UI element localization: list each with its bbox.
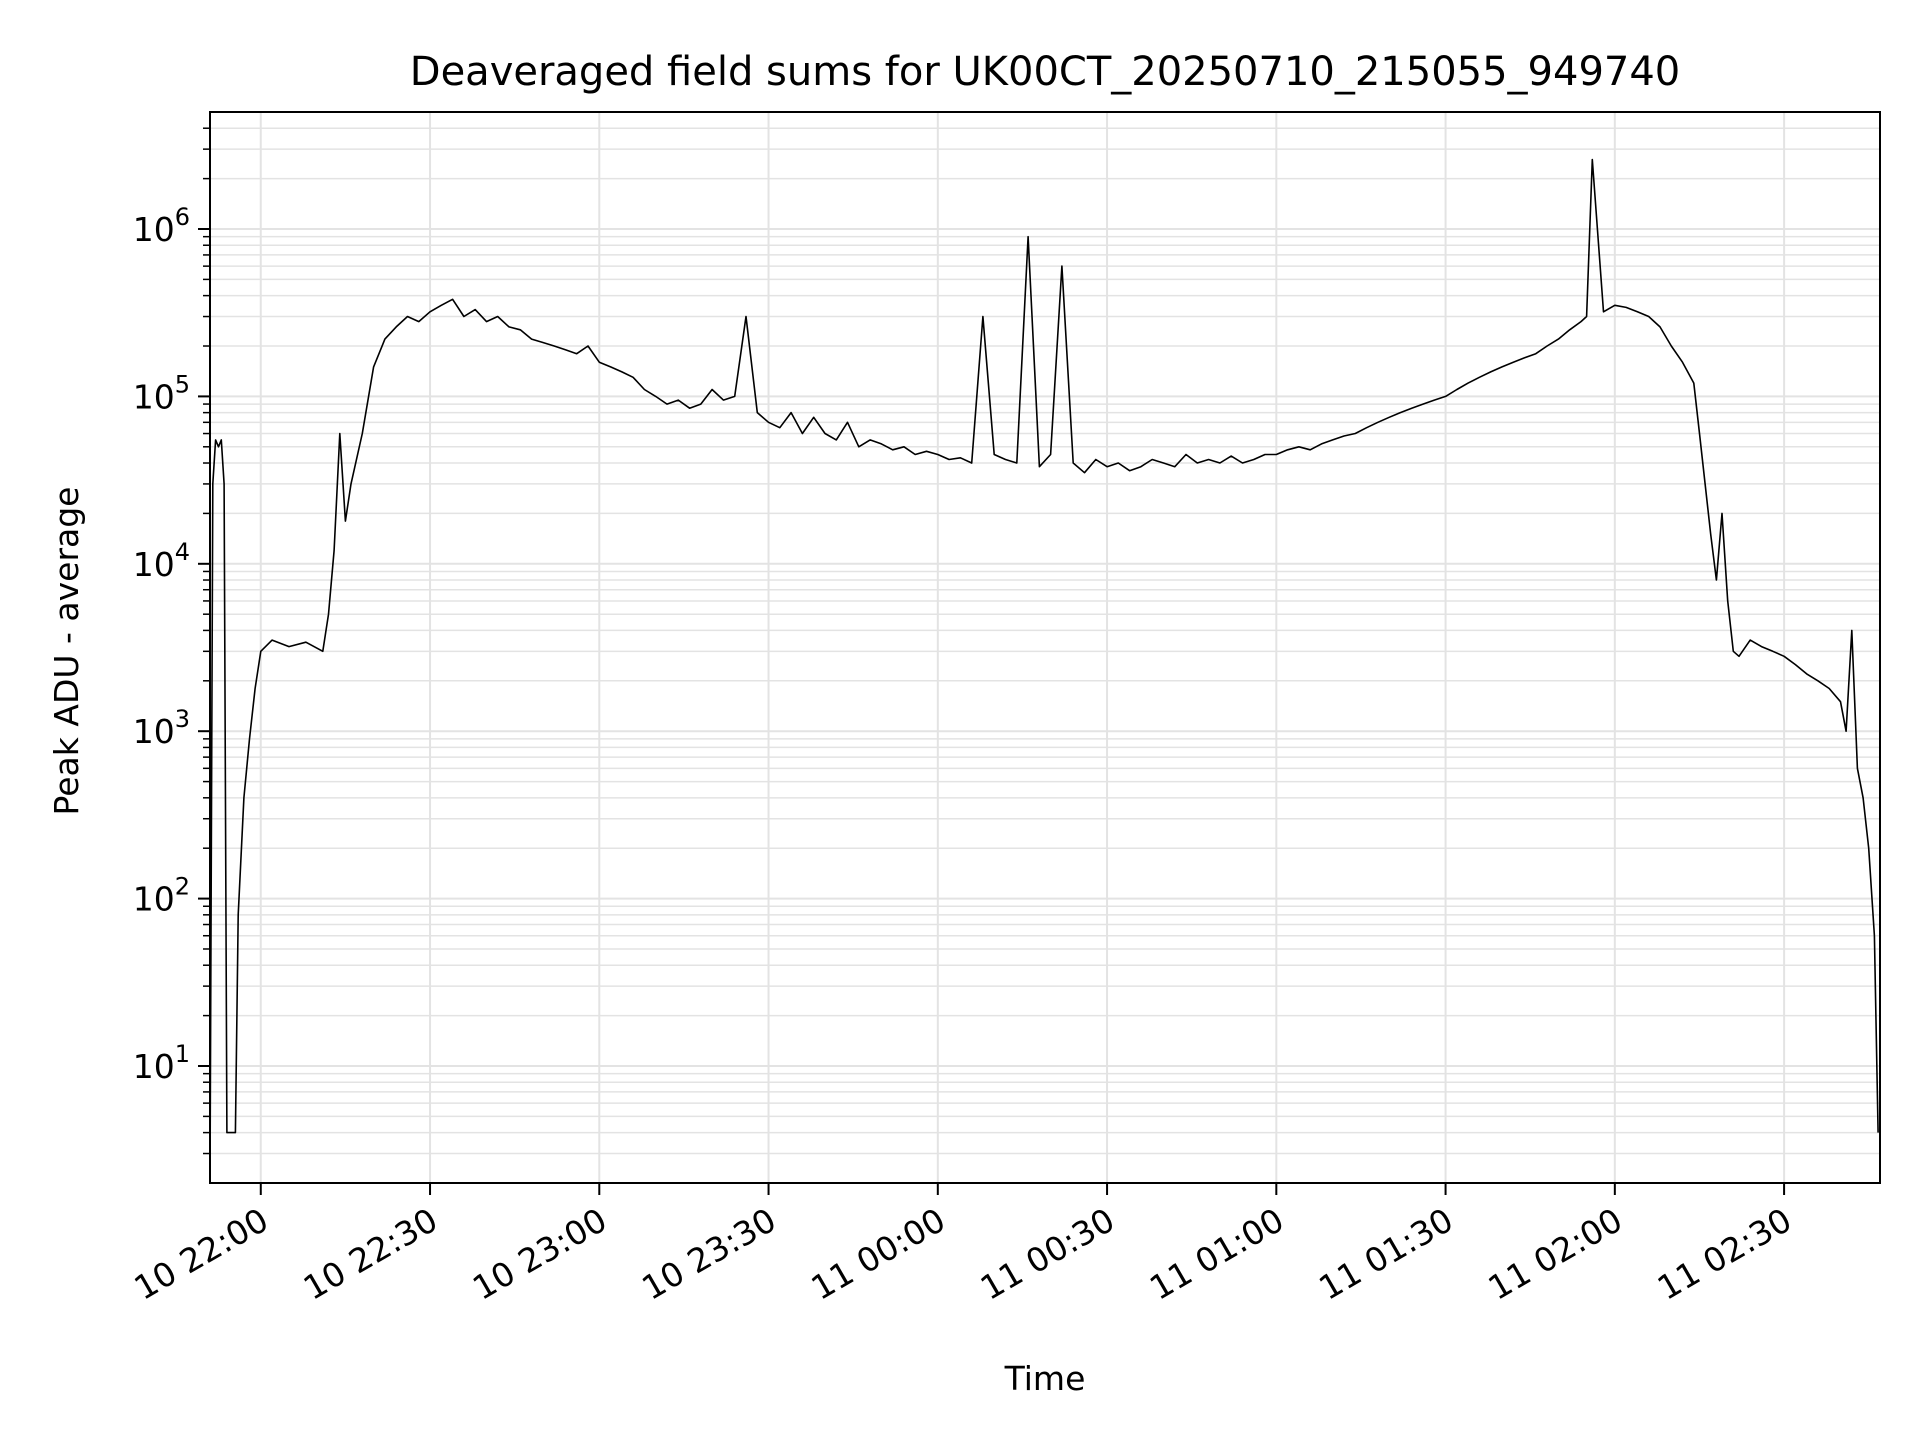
chart-title: Deaveraged field sums for UK00CT_2025071… <box>410 49 1680 95</box>
y-tick-label: 101 <box>133 1040 190 1086</box>
y-axis-label: Peak ADU - average <box>47 487 86 816</box>
line-series <box>209 158 1879 1184</box>
x-axis-label: Time <box>1004 1359 1086 1398</box>
plot-frame <box>209 111 1881 1184</box>
y-tick-label: 106 <box>133 203 190 249</box>
y-tick-label: 102 <box>133 873 190 919</box>
y-tick-label: 105 <box>133 370 190 416</box>
y-tick-label: 103 <box>133 705 190 751</box>
series-line <box>209 158 1879 1184</box>
grid-lines <box>210 112 1880 1183</box>
y-tick-label: 104 <box>133 538 190 584</box>
